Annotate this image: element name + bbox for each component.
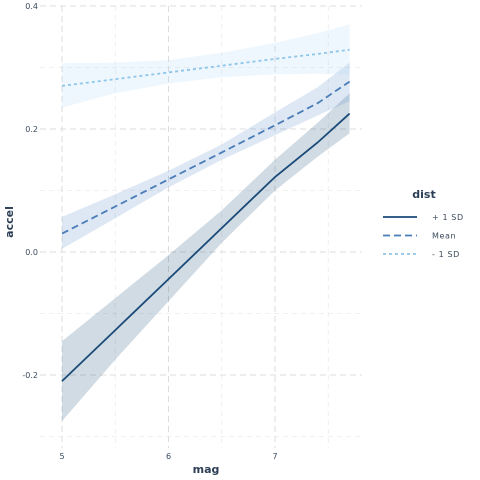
y-tick-label: 0.2 <box>25 125 38 134</box>
x-tick-label: 5 <box>59 452 64 461</box>
legend: dist + 1 SD Mean - 1 SD <box>383 188 464 259</box>
y-tick-label: -0.2 <box>22 371 38 380</box>
confidence-ribbons <box>62 24 350 422</box>
x-axis-title: mag <box>193 463 220 476</box>
ribbon-1 <box>62 93 350 422</box>
legend-items: + 1 SD Mean - 1 SD <box>383 213 464 259</box>
legend-label-2: Mean <box>432 232 456 241</box>
legend-label-3: - 1 SD <box>432 250 460 259</box>
y-axis-title: accel <box>3 206 16 238</box>
legend-label-1: + 1 SD <box>432 213 464 222</box>
y-tick-label: 0.0 <box>25 248 38 257</box>
y-tick-label: 0.4 <box>25 2 38 11</box>
ribbon-3 <box>62 24 350 108</box>
series-lines <box>61 48 351 382</box>
series-line-2 <box>61 80 351 235</box>
x-tick-label: 7 <box>272 452 277 461</box>
tick-labels: 5 6 7 -0.2 0.0 0.2 0.4 <box>22 2 277 461</box>
legend-title: dist <box>412 188 435 201</box>
series-line-1 <box>61 112 351 382</box>
x-tick-label: 6 <box>166 452 171 461</box>
ribbon-2 <box>62 62 350 249</box>
